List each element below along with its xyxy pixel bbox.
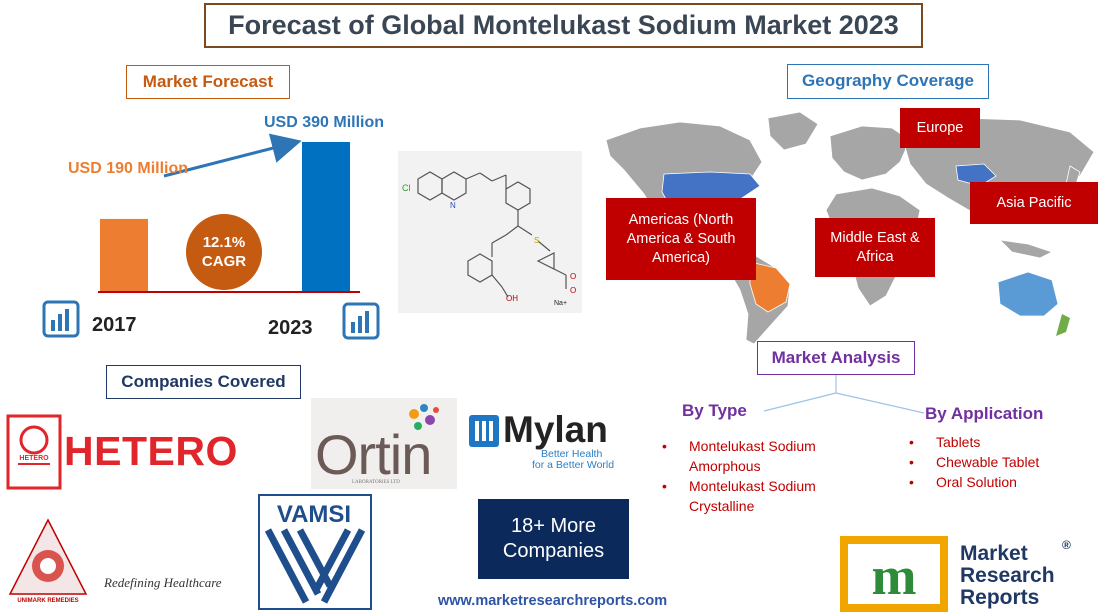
china-highlight	[955, 163, 997, 187]
bar-chart-icon	[342, 302, 380, 340]
bar-2023	[302, 142, 350, 292]
forecast-chart	[98, 133, 360, 293]
brazil-highlight	[749, 261, 791, 313]
ortin-logo-text: Ortin	[315, 423, 432, 486]
by-type-heading: By Type	[682, 401, 747, 420]
year-end-label: 2023	[268, 317, 313, 339]
vamsi-logo: VAMSI	[258, 494, 372, 610]
cagr-label: CAGR	[201, 253, 247, 270]
by-application-heading: By Application	[925, 404, 1044, 423]
more-companies-box: 18+ More Companies	[478, 499, 629, 579]
registered-mark: ®	[1062, 538, 1071, 552]
year-start-label: 2017	[92, 314, 137, 336]
analysis-connector-lines	[763, 375, 925, 414]
atom-na: Na+	[554, 300, 567, 307]
page-title: Forecast of Global Montelukast Sodium Ma…	[204, 3, 923, 48]
mylan-logo-text: Mylan	[503, 409, 608, 450]
hetero-emblem-text: HETERO	[19, 455, 49, 462]
vamsi-logo-text: VAMSI	[277, 501, 351, 528]
mylan-tagline-line2: for a Better World	[532, 459, 615, 471]
value-2017-label: USD 190 Million	[68, 160, 189, 177]
website-url: www.marketresearchreports.com	[438, 593, 668, 609]
market-analysis-heading: Market Analysis	[757, 341, 915, 375]
list-item: Montelukast Sodium Crystalline	[662, 476, 842, 516]
mrr-brand-line3: Reports	[960, 586, 1040, 609]
more-companies-line2: Companies	[502, 540, 605, 562]
region-label-middle-east-africa: Middle East & Africa	[815, 218, 935, 277]
mrr-brand-line2: Research	[960, 564, 1055, 587]
mylan-logo-icon	[469, 415, 499, 447]
bar-2017	[100, 218, 148, 292]
mylan-tagline-line1: Better Health	[541, 448, 603, 460]
mrr-brand-text: Market Research Reports	[960, 543, 1055, 609]
ortin-logo-subtext: LABORATORIES LTD	[352, 480, 400, 485]
unimark-logo: UNIMARK REMEDIES	[8, 518, 88, 604]
atom-s: S	[534, 236, 539, 245]
cagr-value: 12.1%	[202, 234, 246, 251]
list-item: Oral Solution	[909, 472, 1089, 492]
new-zealand-highlight	[1056, 314, 1070, 336]
atom-cl: Cl	[402, 183, 411, 193]
cagr-badge: 12.1% CAGR	[186, 214, 262, 290]
list-item: Tablets	[909, 432, 1089, 452]
ortin-logo-panel	[311, 398, 457, 489]
atom-o-minus: O	[570, 286, 576, 295]
australia-highlight	[997, 271, 1059, 317]
hetero-logo-text: HETERO	[64, 428, 238, 474]
region-label-americas: Americas (North America & South America)	[606, 198, 756, 280]
ortin-molecule-icon	[409, 404, 439, 430]
region-label-europe: Europe	[900, 108, 980, 148]
mrr-logo-letter: m	[872, 546, 917, 606]
list-item: Chewable Tablet	[909, 452, 1089, 472]
region-label-asia-pacific: Asia Pacific	[970, 182, 1098, 224]
by-application-list: Tablets Chewable Tablet Oral Solution	[909, 432, 1089, 492]
growth-arrow	[163, 133, 302, 178]
atom-o: O	[570, 272, 576, 281]
geography-coverage-heading: Geography Coverage	[787, 64, 989, 99]
atom-n: N	[450, 201, 456, 210]
atom-oh: OH	[506, 294, 518, 303]
mrr-logo-mark: m	[840, 536, 948, 612]
list-item: Montelukast Sodium Amorphous	[662, 436, 842, 476]
value-2023-label: USD 390 Million	[264, 114, 385, 131]
more-companies-line1: 18+ More	[510, 515, 597, 537]
unimark-tagline: Redefining Healthcare	[104, 575, 222, 590]
companies-covered-heading: Companies Covered	[106, 365, 301, 399]
montelukast-molecule-image: Cl N S OH O O Na+	[398, 151, 582, 313]
hetero-emblem-logo: HETERO	[6, 414, 62, 490]
unimark-logo-text: UNIMARK REMEDIES	[17, 598, 78, 604]
by-type-list: Montelukast Sodium Amorphous Montelukast…	[662, 436, 842, 516]
market-forecast-heading: Market Forecast	[126, 65, 290, 99]
mrr-brand-line1: Market	[960, 542, 1028, 565]
bar-chart-icon	[42, 300, 80, 338]
